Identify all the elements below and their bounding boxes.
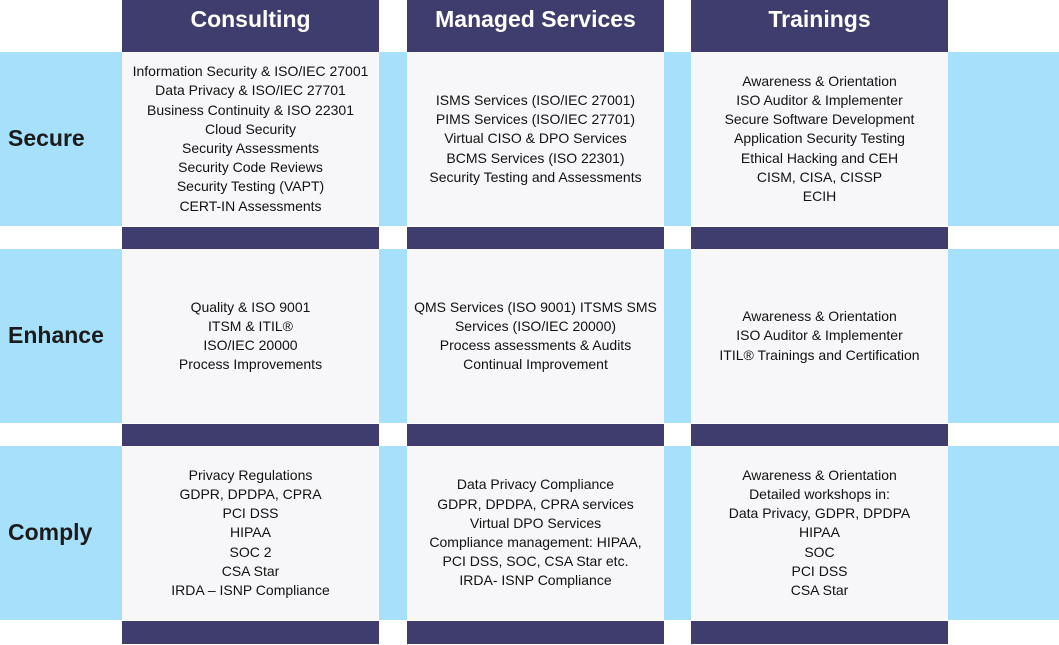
separator-bar [691, 621, 948, 644]
cell-line: Security Assessments [182, 140, 319, 156]
separator-bar [407, 227, 664, 250]
cell-line: Detailed workshops in: [749, 485, 890, 502]
cell-line: Quality & ISO 9001 [190, 298, 311, 315]
cell-line: ISO Auditor & Implementer [736, 327, 903, 344]
cell-comply-1: Privacy Regulations GDPR, DPDPA, CPRA PCI … [122, 446, 379, 620]
cell-line: Awareness & Orientation [742, 466, 897, 483]
cell-line: Virtual CISO & DPO Services [444, 130, 627, 147]
cell-line: QMS Services (ISO 9001) ITSMS SMS [414, 298, 657, 315]
cell-line: BCMS Services (ISO 22301) [446, 149, 625, 166]
cell-comply-3: Awareness & Orientation Detailed workshop… [691, 446, 948, 620]
cell-line: Security Code Reviews [178, 159, 323, 176]
cell-line: Security Testing and Assessments [429, 168, 642, 185]
separator-bar [691, 227, 948, 250]
cell-line: CERT-IN Assessments [179, 197, 322, 214]
row-label-enhance: Enhance [8, 322, 104, 348]
cell-line: GDPR, DPDPA, CPRA services [437, 495, 634, 512]
cell-line: Data Privacy Compliance [456, 476, 615, 493]
cell-line: PIMS Services (ISO/IEC 27701) [435, 111, 636, 128]
column-header-1: Consulting [122, 0, 379, 52]
cell-enhance-3: Awareness & Orientation ISO Auditor & Imp… [691, 249, 948, 423]
cell-line: Process Improvements [178, 356, 323, 373]
cell-line: Application Security Testing [734, 130, 905, 147]
cell-line: CSA Star [790, 582, 849, 598]
cell-line: Privacy Regulations [188, 466, 313, 483]
cell-line: HIPAA [799, 524, 840, 541]
separator-bar [691, 424, 948, 447]
cell-line: GDPR, DPDPA, CPRA [179, 485, 322, 502]
cell-line: PCI DSS [222, 505, 279, 522]
cell-line: CISM, CISA, CISSP [756, 168, 883, 185]
cell-comply-2: Data Privacy Compliance GDPR, DPDPA, CPRA… [407, 446, 664, 620]
cell-line: Awareness & Orientation [742, 308, 897, 325]
cell-line: Continual Improvement [463, 356, 608, 373]
row-label-secure: Secure [8, 125, 85, 151]
cell-line: ISO Auditor & Implementer [736, 91, 903, 108]
cell-enhance-1: Quality & ISO 9001 ITSM & ITIL® ISO/IEC 20… [122, 249, 379, 423]
cell-line: Services (ISO/IEC 20000) [454, 317, 617, 334]
cell-secure-2: ISMS Services (ISO/IEC 27001) PIMS Servic… [407, 52, 664, 226]
cell-line: SOC 2 [229, 543, 272, 560]
cell-line: Compliance management: HIPAA, [429, 534, 642, 550]
cell-line: CSA Star [221, 562, 280, 579]
cell-line: Awareness & Orientation [742, 72, 897, 89]
cell-line: Information Security & ISO/IEC 27001 [132, 63, 369, 80]
cell-line: SOC [804, 543, 835, 560]
cell-line: ITIL® Trainings and Certification [719, 346, 920, 363]
cell-line: PCI DSS [791, 562, 848, 579]
column-header-2: Managed Services [407, 0, 664, 52]
cell-line: ITSM & ITIL® [208, 317, 293, 334]
cell-line: Security Testing (VAPT) [176, 178, 325, 195]
column-header-3: Trainings [691, 0, 948, 52]
cell-line: Business Continuity & ISO 22301 [146, 101, 354, 118]
cell-line: Virtual DPO Services [469, 514, 602, 531]
cell-line: HIPAA [230, 524, 271, 541]
cell-line: ECIH [802, 188, 837, 204]
cell-line: ISO/IEC 20000 [203, 337, 298, 353]
row-label-comply: Comply [8, 519, 93, 545]
cell-line: Secure Software Development [724, 111, 915, 128]
cell-line: Data Privacy & ISO/IEC 27701 [155, 82, 346, 99]
cell-secure-1: Information Security & ISO/IEC 27001 Data… [122, 52, 379, 226]
separator-bar [407, 621, 664, 644]
cell-line: Process assessments & Audits [439, 337, 632, 353]
cell-line: Data Privacy, GDPR, DPDPA [728, 505, 911, 522]
cell-line: ISMS Services (ISO/IEC 27001) [435, 91, 636, 108]
cell-line: IRDA – ISNP Compliance [171, 582, 330, 598]
cell-enhance-2: QMS Services (ISO 9001) ITSMS SMS Service… [407, 249, 664, 423]
separator-bar [122, 621, 379, 644]
separator-bar [122, 424, 379, 447]
separator-bar [122, 227, 379, 250]
cell-secure-3: Awareness & Orientation ISO Auditor & Imp… [691, 52, 948, 226]
cell-line: Cloud Security [204, 120, 297, 137]
cell-line: IRDA- ISNP Compliance [459, 572, 612, 589]
cell-line: PCI DSS, SOC, CSA Star etc. [442, 553, 629, 570]
separator-bar [407, 424, 664, 447]
cell-line: Ethical Hacking and CEH [740, 149, 899, 166]
